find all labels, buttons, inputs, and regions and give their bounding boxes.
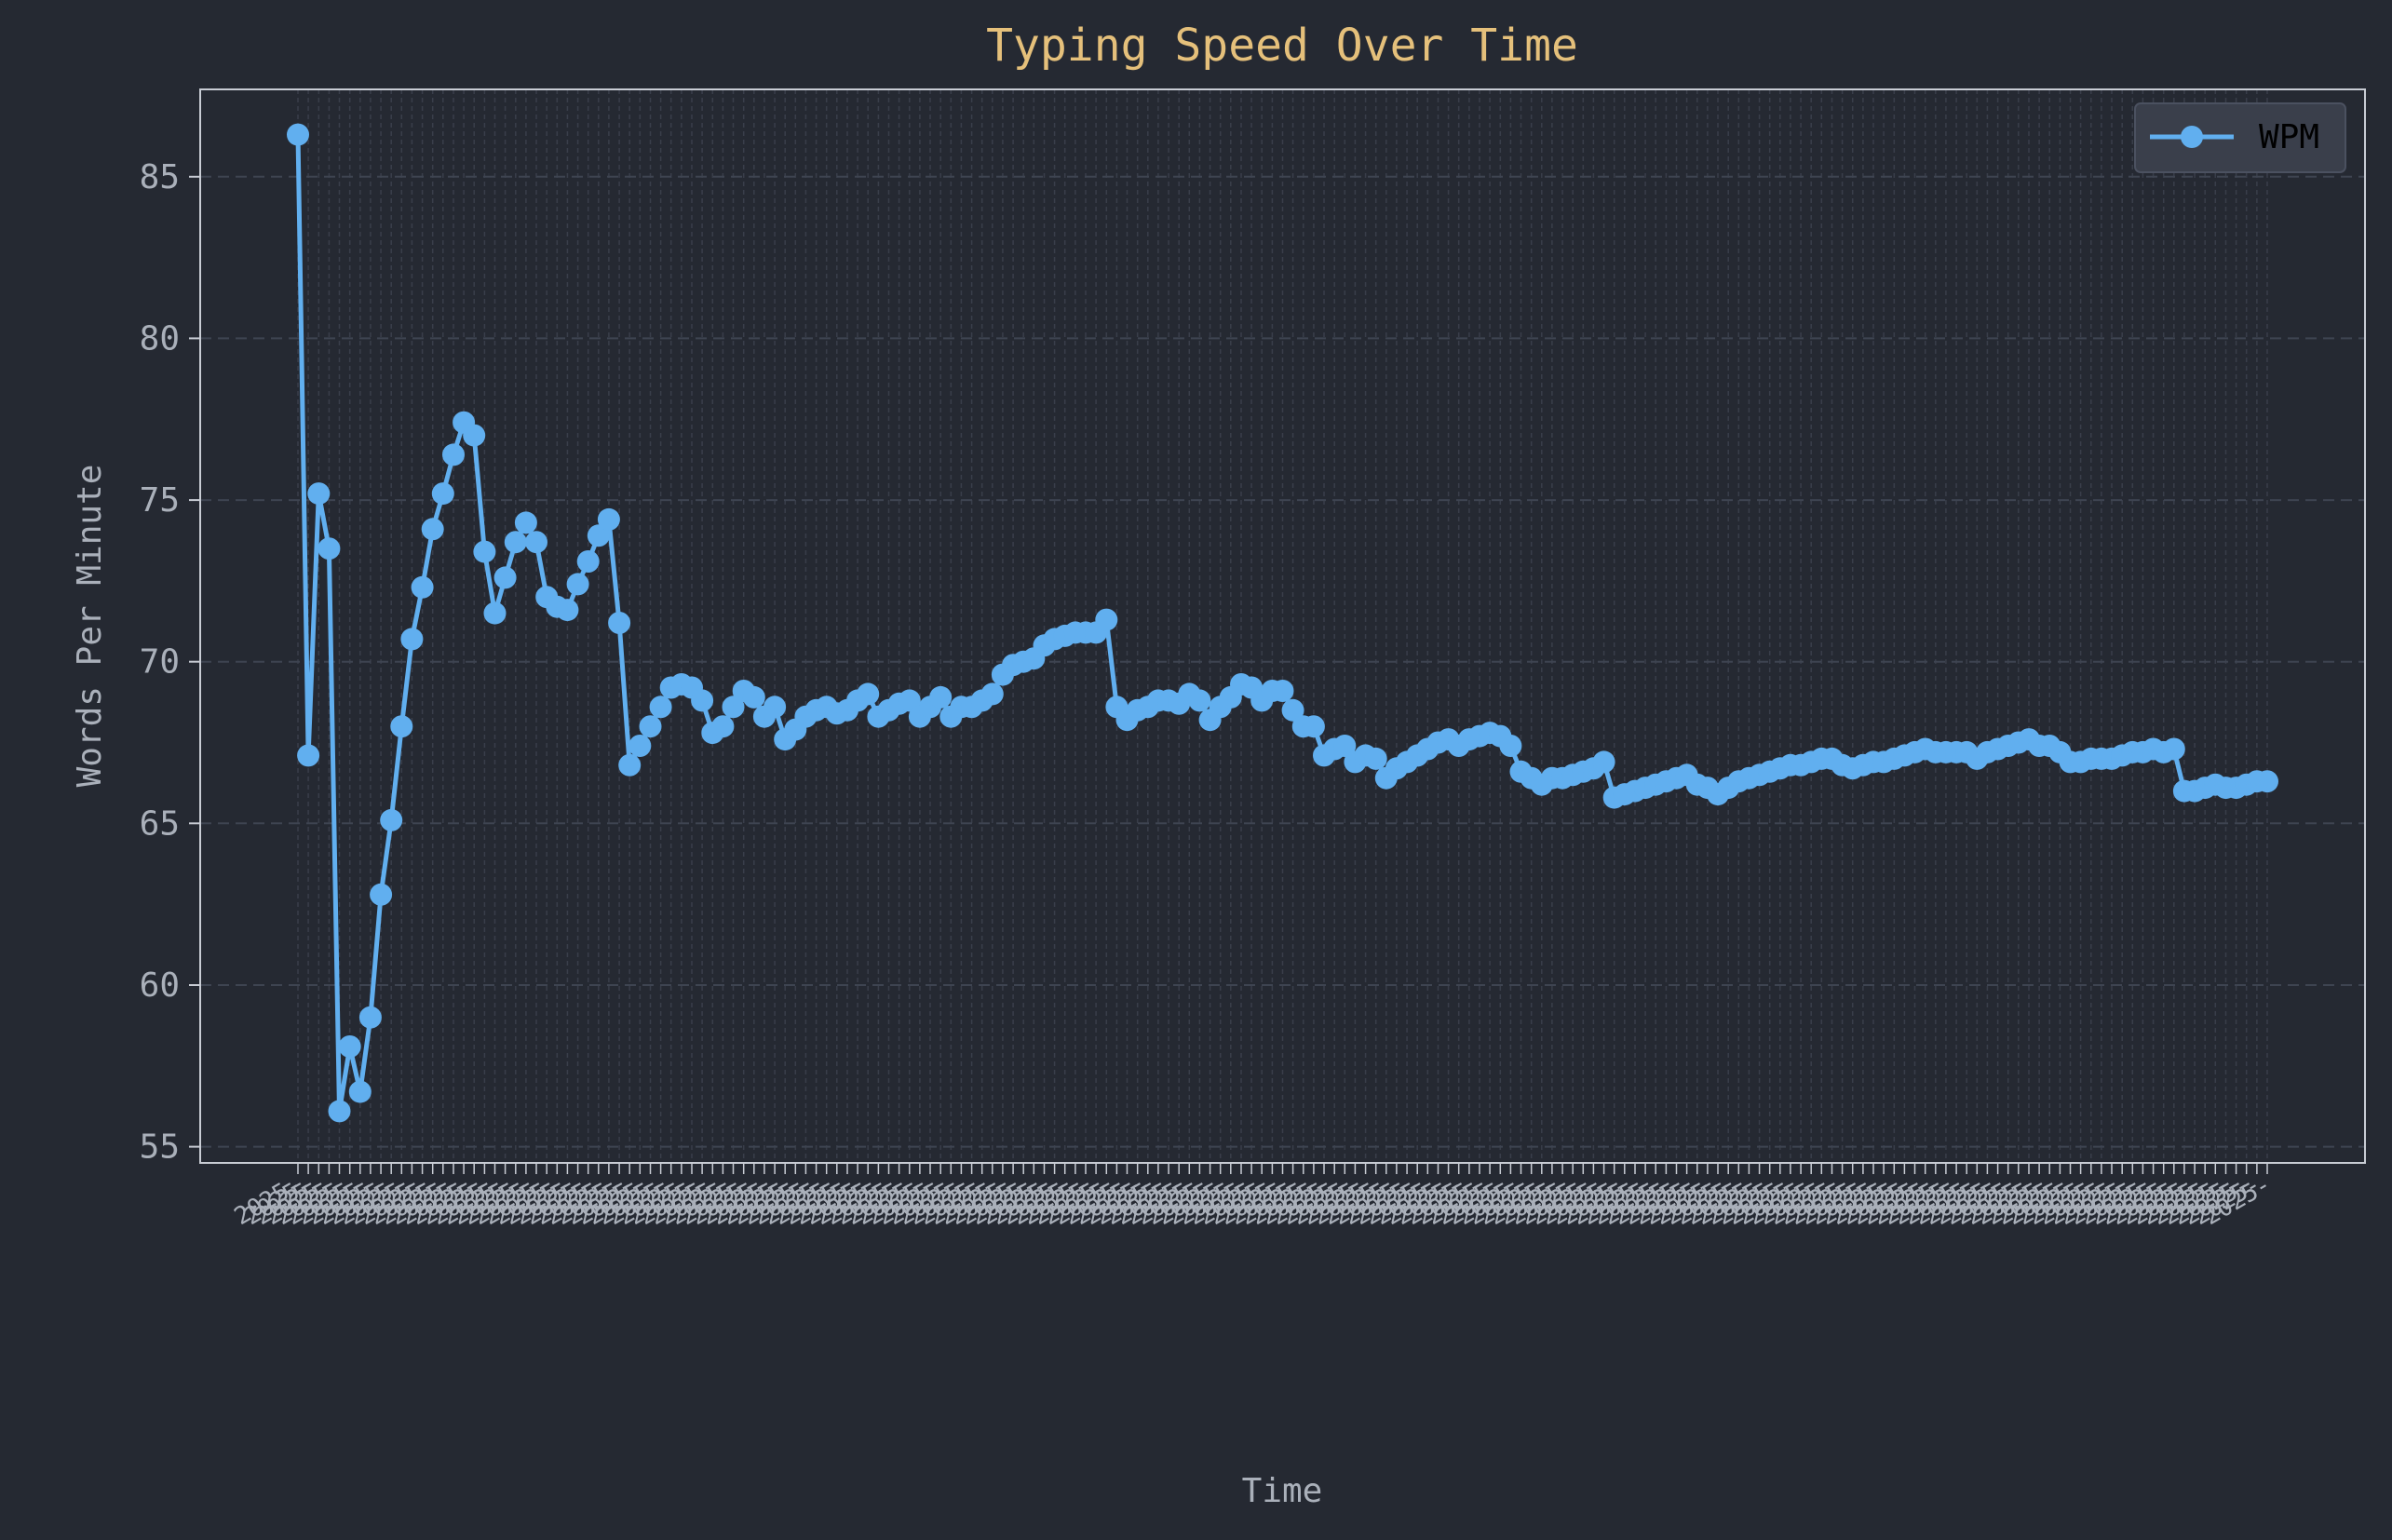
x-axis-label: Time <box>1242 1472 1323 1510</box>
data-point <box>338 1035 361 1058</box>
data-point <box>297 744 320 767</box>
data-point <box>463 424 486 447</box>
data-point <box>1592 750 1615 774</box>
data-point <box>411 575 434 599</box>
data-point <box>608 612 631 634</box>
data-point <box>287 123 309 146</box>
data-point <box>483 601 507 625</box>
data-point <box>742 685 765 709</box>
data-point <box>358 1006 382 1029</box>
series-markers-wpm <box>287 123 2278 1123</box>
x-gridlines <box>297 89 2268 1163</box>
y-axis-label: Words Per Minute <box>71 465 109 788</box>
chart-title: Typing Speed Over Time <box>986 20 1578 72</box>
data-point <box>722 696 745 719</box>
data-point <box>1302 715 1325 738</box>
data-point <box>318 537 341 561</box>
data-point <box>1095 608 1118 631</box>
data-point <box>576 550 600 573</box>
y-tick-label: 55 <box>140 1128 180 1167</box>
data-point <box>307 482 331 506</box>
data-point <box>711 715 735 738</box>
data-point <box>431 482 454 506</box>
legend-marker <box>2181 126 2203 148</box>
data-point <box>1333 735 1357 757</box>
y-tick-label: 75 <box>140 481 180 520</box>
data-point <box>514 511 537 534</box>
legend: WPM <box>2134 102 2346 173</box>
data-point <box>1364 747 1387 770</box>
x-ticks: 2025-2025-2025-2025-2025-2025-2025-2025-… <box>230 1163 2277 1231</box>
data-point <box>504 531 527 554</box>
data-point <box>1281 698 1304 722</box>
data-point <box>691 689 714 712</box>
data-point <box>597 507 620 531</box>
data-point <box>370 883 393 906</box>
data-point <box>390 715 413 738</box>
data-point <box>898 689 921 712</box>
y-tick-label: 60 <box>140 966 180 1005</box>
data-point <box>566 573 589 596</box>
data-point <box>2162 737 2185 761</box>
data-point <box>556 599 579 622</box>
data-point <box>493 566 517 589</box>
y-gridlines: 55 60 65 70 75 80 85 <box>140 158 2365 1167</box>
data-point <box>328 1100 351 1123</box>
data-point <box>348 1080 372 1103</box>
data-point <box>628 735 652 757</box>
data-point <box>857 682 880 706</box>
data-point <box>442 443 465 466</box>
data-point <box>649 696 672 719</box>
data-point <box>380 808 403 831</box>
data-point <box>1271 680 1294 702</box>
data-point <box>929 685 953 709</box>
data-point <box>525 531 547 554</box>
y-tick-label: 85 <box>140 158 180 196</box>
data-point <box>639 715 662 738</box>
data-point <box>980 682 1004 706</box>
legend-box <box>2134 102 2346 173</box>
legend-label-wpm: WPM <box>2259 118 2319 156</box>
y-tick-label: 65 <box>140 804 180 843</box>
data-point <box>421 518 444 541</box>
data-point <box>2256 770 2278 793</box>
axes-frame <box>199 88 2366 1164</box>
data-point <box>1188 689 1211 712</box>
plot-area: 55 60 65 70 75 80 85 2025-2025-2025-2025-2025-2… <box>140 88 2366 1231</box>
data-point <box>1499 735 1522 757</box>
data-point <box>473 540 496 563</box>
y-tick-label: 80 <box>140 319 180 358</box>
data-point <box>764 696 787 719</box>
data-point <box>618 753 642 777</box>
y-tick-label: 70 <box>140 643 180 682</box>
data-point <box>587 524 610 547</box>
data-point <box>400 628 424 651</box>
